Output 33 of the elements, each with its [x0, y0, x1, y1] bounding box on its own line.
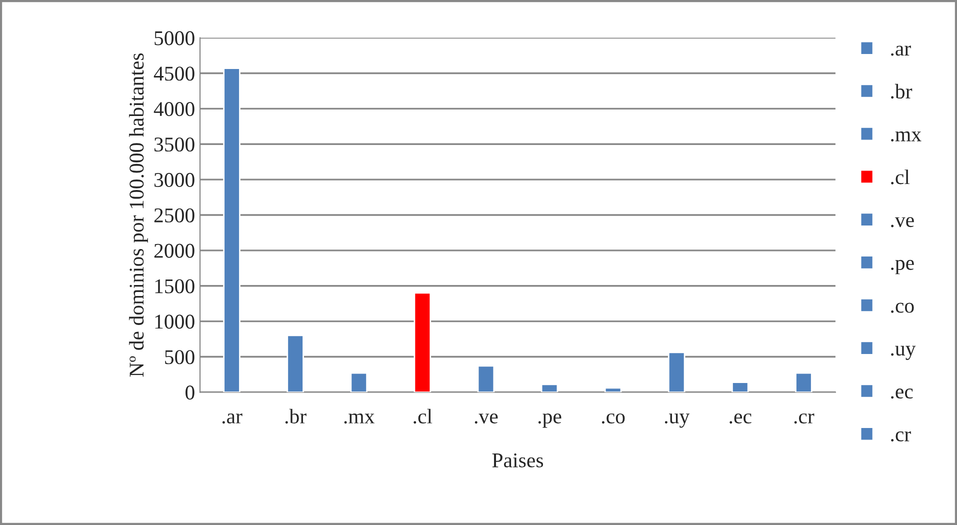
- legend-label: .co: [891, 302, 914, 313]
- y-tick-label: 1000: [155, 314, 194, 329]
- legend-label: .pe: [891, 260, 914, 274]
- legend-label: .ve: [891, 217, 914, 228]
- x-tick-label: .cr: [794, 413, 814, 424]
- x-tick-label: .cl: [414, 408, 432, 424]
- legend-label: .uy: [891, 346, 916, 360]
- x-tick-label: .uy: [664, 414, 690, 428]
- y-tick-label: 2000: [154, 244, 194, 258]
- legend-label: .ar: [891, 46, 911, 56]
- legend-label: .ec: [891, 388, 913, 399]
- x-tick-label: .co: [602, 413, 625, 424]
- y-tick-label: 4000: [154, 102, 194, 116]
- y-tick-label: 0: [186, 386, 194, 400]
- legend-label: .cl: [891, 170, 910, 184]
- x-axis-title: Paises: [492, 453, 544, 468]
- y-tick-label: 3500: [154, 137, 194, 152]
- x-tick-label: .pe: [538, 413, 562, 428]
- x-tick-label: .mx: [344, 413, 375, 424]
- legend-label: .cr: [891, 431, 911, 442]
- legend-label: .mx: [891, 131, 922, 142]
- y-tick-label: 1500: [155, 279, 194, 294]
- y-axis-title: Nº de dominios por 100.000 habitantes: [129, 53, 148, 377]
- x-tick-label: .ec: [730, 413, 752, 424]
- x-tick-label: .ve: [474, 413, 498, 424]
- x-tick-label: .ar: [222, 413, 242, 424]
- y-tick-label: 500: [165, 350, 194, 364]
- y-tick-label: 5000: [154, 31, 194, 46]
- y-tick-label: 4500: [154, 66, 194, 81]
- y-tick-label: 2500: [154, 208, 194, 222]
- legend-label: .br: [891, 84, 912, 99]
- y-tick-label: 3000: [154, 172, 194, 187]
- x-tick-label: .br: [285, 408, 306, 424]
